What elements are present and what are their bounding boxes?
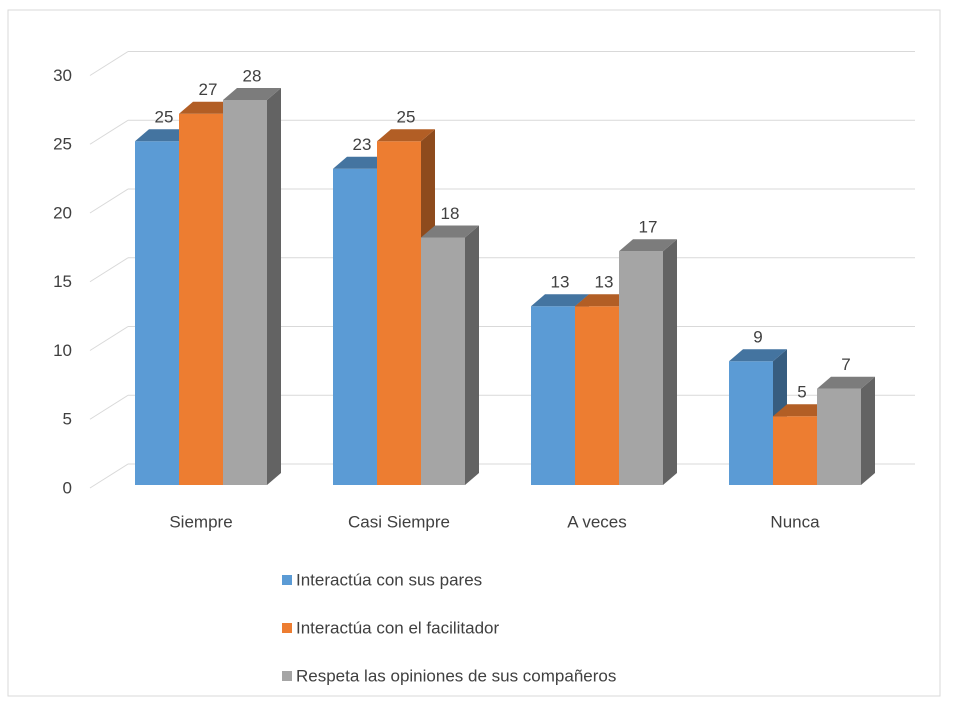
y-tick-label: 0 <box>63 478 72 497</box>
bar-side <box>465 225 479 485</box>
x-tick-label: Siempre <box>169 512 232 531</box>
grid-diagonal <box>89 463 129 489</box>
bar-top <box>817 376 875 389</box>
legend-label: Respeta las opiniones de sus compañeros <box>296 666 616 685</box>
y-tick-label: 5 <box>63 410 72 429</box>
legend-swatch <box>282 575 292 585</box>
bar-top <box>377 129 435 142</box>
data-label: 7 <box>841 355 850 374</box>
y-tick-label: 15 <box>53 272 72 291</box>
bar <box>135 141 179 485</box>
bar <box>531 306 575 485</box>
grid-diagonal <box>89 188 129 214</box>
data-label: 25 <box>155 108 174 127</box>
bar-top <box>619 239 677 252</box>
x-tick-label: A veces <box>567 512 627 531</box>
data-label: 9 <box>753 328 762 347</box>
bar <box>223 100 267 485</box>
data-label: 18 <box>441 204 460 223</box>
bar <box>421 237 465 485</box>
y-tick-label: 20 <box>53 203 72 222</box>
bar <box>179 113 223 485</box>
bar <box>377 141 421 485</box>
data-label: 23 <box>353 135 372 154</box>
bar-top <box>773 404 831 417</box>
y-tick-label: 30 <box>53 66 72 85</box>
bar-side <box>861 376 875 485</box>
bar-top <box>179 101 237 114</box>
bar-top <box>421 225 479 238</box>
grid-diagonal <box>89 326 129 351</box>
bar <box>773 416 817 485</box>
data-label: 17 <box>639 218 658 237</box>
bar-top <box>729 349 787 362</box>
bar <box>333 168 377 485</box>
bar <box>817 388 861 485</box>
x-tick-label: Casi Siempre <box>348 512 450 531</box>
y-tick-label: 10 <box>53 341 72 360</box>
data-label: 13 <box>551 273 570 292</box>
data-label: 27 <box>199 80 218 99</box>
bar-top <box>333 156 391 169</box>
x-tick-label: Nunca <box>770 512 820 531</box>
grid-diagonal <box>89 119 129 145</box>
data-label: 13 <box>595 273 614 292</box>
data-label: 5 <box>797 383 806 402</box>
grid-diagonal <box>89 394 129 420</box>
legend-label: Interactúa con el facilitador <box>296 618 500 637</box>
bar <box>619 251 663 485</box>
grid-diagonal <box>89 257 129 283</box>
bar <box>729 361 773 485</box>
legend-swatch <box>282 623 292 633</box>
bar <box>575 306 619 485</box>
legend-swatch <box>282 671 292 681</box>
bar-top <box>135 129 193 142</box>
y-tick-label: 25 <box>53 135 72 154</box>
bar-top <box>531 294 589 307</box>
legend-label: Interactúa con sus pares <box>296 570 482 589</box>
data-label: 28 <box>243 66 262 85</box>
bar-top <box>223 88 281 100</box>
bar-side <box>663 239 677 485</box>
data-label: 25 <box>397 108 416 127</box>
bar-side <box>267 88 281 485</box>
grid-diagonal <box>89 51 129 76</box>
bar-top <box>575 294 633 307</box>
